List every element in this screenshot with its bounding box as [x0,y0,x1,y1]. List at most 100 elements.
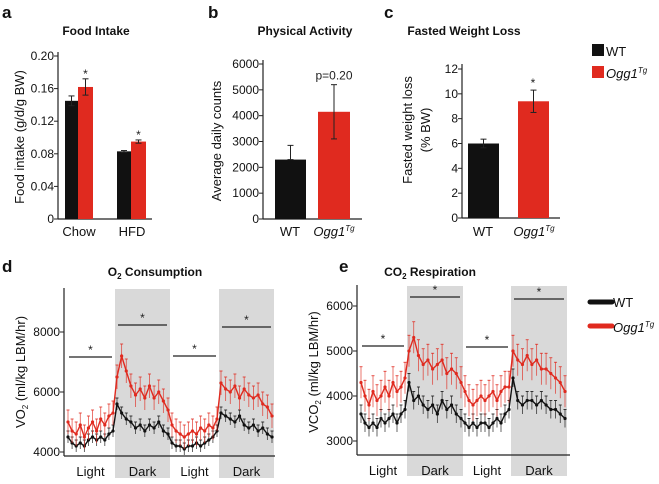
data-point [74,432,78,436]
data-point [558,380,562,385]
data-point [78,441,82,445]
phase-label-dark: Dark [421,463,449,478]
ylabel-c-line2: (% BW) [418,108,433,153]
data-point [133,426,138,430]
series-Ogg1Tg [66,343,274,449]
xcat-a-chow: Chow [62,224,96,239]
phase-label-light: Light [369,463,398,478]
data-point [186,432,190,436]
data-point [416,394,421,398]
data-point [99,417,103,421]
data-point [520,362,525,367]
legend-label-ogg1: Ogg1Tg [606,66,648,81]
data-point [111,411,115,415]
y-tick-label-e: 4000 [326,389,353,403]
y-tick-label-a: 0.12 [31,114,55,128]
data-point [194,432,199,436]
data-point [459,380,463,385]
bar-Ogg1 [518,101,549,218]
data-point [395,421,399,425]
data-point [445,371,449,376]
data-point [359,380,363,385]
data-point [66,420,70,424]
data-point [256,429,260,433]
data-point [359,412,363,416]
panel-label-a: a [2,3,12,22]
dark-phase-shading [219,289,274,478]
data-point [387,394,391,398]
data-point [407,380,411,385]
data-point [426,407,430,412]
data-point [399,385,403,389]
y-tick-label-e: 5000 [326,344,353,358]
y-tick-label-b: 5000 [232,83,259,97]
data-point [120,354,124,358]
data-point [161,399,165,403]
data-point [270,414,274,418]
bar-WT-HFD [117,151,131,219]
y-tick-label-a: 0.20 [31,49,55,63]
xcat-c-ogg1: Ogg1Tg [513,224,555,239]
data-point [152,426,156,430]
data-point [115,402,119,406]
legend-label-ogg1-bottom: Ogg1Tg [613,320,655,335]
bar-Ogg1Tg-HFD [131,141,146,219]
legend-swatch-ogg1 [592,66,604,78]
data-point [553,376,558,380]
y-tick-label-d: 8000 [33,325,60,339]
series-WT [359,368,567,437]
data-point [182,435,186,439]
data-point [375,398,379,403]
data-point [152,396,156,400]
y-tick-label-b: 2000 [232,160,259,174]
series-Ogg1Tg [359,321,567,421]
data-point [215,417,219,421]
y-tick-label-c: 2 [451,186,458,200]
data-point [86,426,91,430]
data-point [503,385,507,389]
data-point [431,403,435,407]
y-tick-label-b: 4000 [232,109,259,123]
data-point [157,420,161,424]
phase-label-dark: Dark [129,464,157,479]
data-point [383,421,387,425]
data-point [391,412,395,416]
phase-label-light: Light [180,464,209,479]
data-point [516,398,520,403]
data-point [525,353,529,358]
data-point [391,380,395,385]
y-tick-label-a: 0.08 [31,147,55,161]
data-point [445,407,449,412]
data-point [535,358,539,362]
data-point [147,384,152,388]
data-point [265,432,269,436]
data-point [503,412,507,416]
data-point [507,407,511,412]
data-point [431,367,435,371]
data-point [467,398,471,403]
y-tick-label-c: 12 [445,62,459,76]
data-point [111,429,115,433]
data-point [143,429,147,433]
data-point [516,358,520,362]
title-e: CO2 Respiration [384,265,476,281]
data-point [387,416,391,421]
data-point [157,390,161,394]
data-point [487,425,491,430]
data-point [66,435,70,439]
bar-Ogg1Tg-Chow [78,86,93,219]
data-point [454,371,458,376]
data-point [495,416,499,421]
data-point [78,423,82,427]
panel-label-b: b [208,3,218,22]
data-point [379,394,383,398]
data-point [90,420,95,424]
legend-label-wt-bottom: WT [613,295,633,310]
data-point [247,426,251,430]
data-point [549,407,553,412]
y-tick-label-c: 10 [445,87,459,101]
data-point [138,387,142,391]
data-point [367,425,371,430]
data-point [459,416,463,421]
